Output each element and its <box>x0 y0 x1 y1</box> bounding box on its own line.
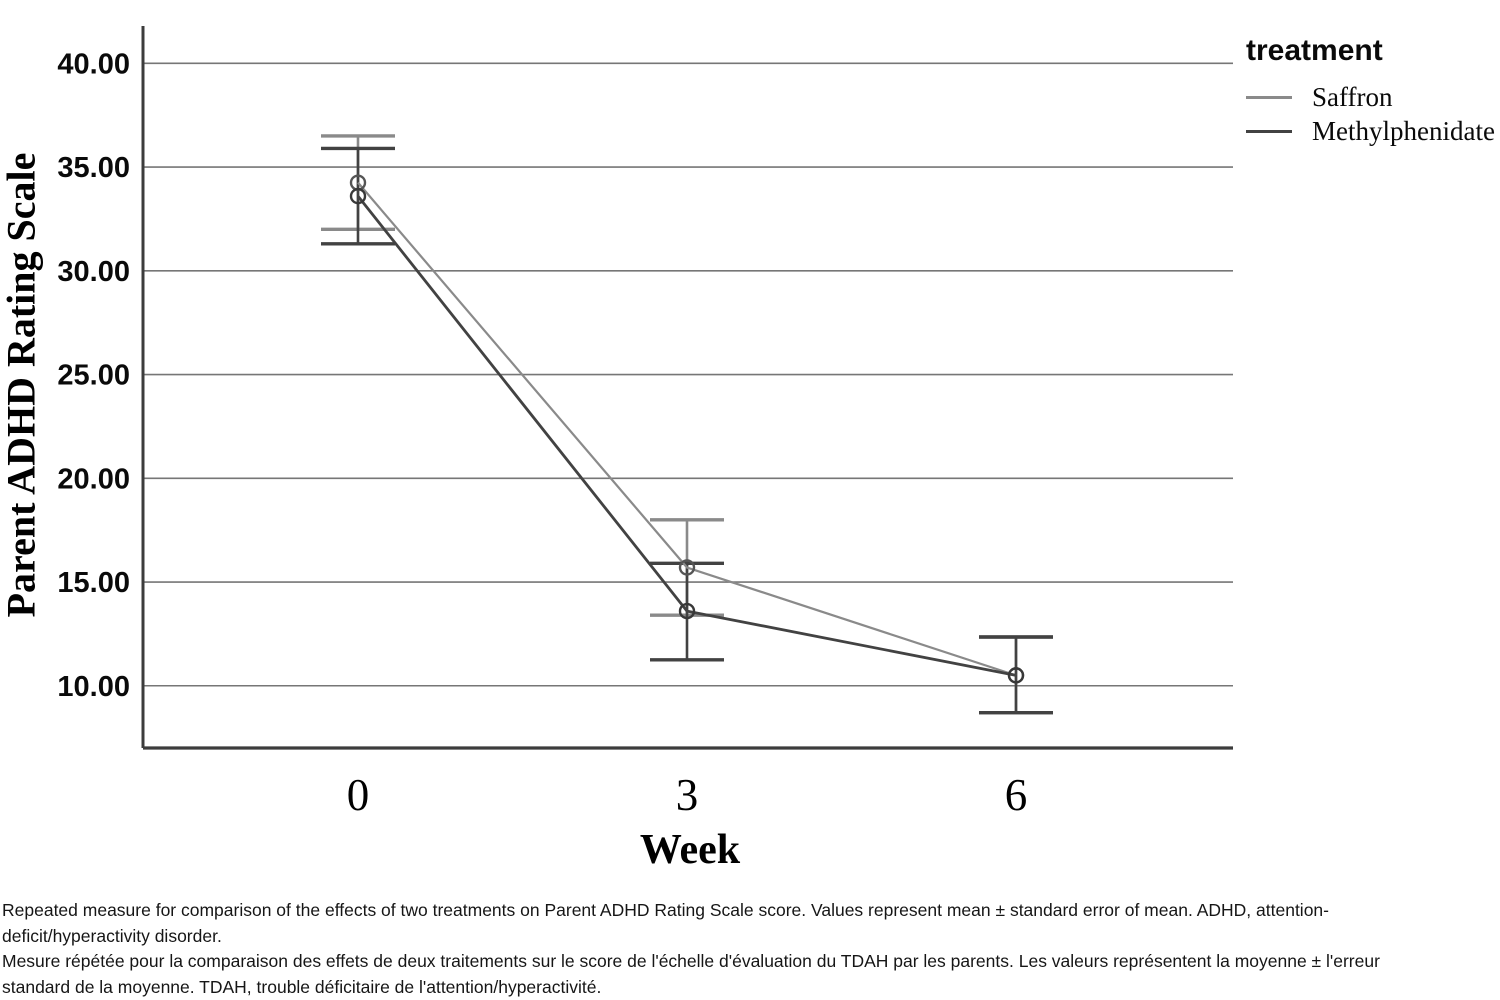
caption-line-fr-2: standard de la moyenne. TDAH, trouble dé… <box>2 977 602 998</box>
x-tick-label: 0 <box>347 770 370 820</box>
caption-line-fr-1: Mesure répétée pour la comparaison des e… <box>2 951 1380 972</box>
y-tick-label: 20.00 <box>57 463 130 495</box>
legend-line-swatch-saffron <box>1246 95 1292 99</box>
legend-label-methylphenidate: Methylphenidate <box>1312 115 1495 146</box>
data-point-marker-methylphenidate <box>349 187 367 205</box>
data-point-marker-methylphenidate <box>678 602 696 620</box>
x-tick-label: 6 <box>1005 770 1028 820</box>
line-chart: 40.00 35.00 30.00 25.00 20.00 15.00 10.00 0 3 6 <box>57 26 1233 820</box>
legend-item-saffron: Saffron <box>1246 80 1500 114</box>
data-point-marker-methylphenidate <box>1007 667 1025 684</box>
legend-item-methylphenidate: Methylphenidate <box>1246 114 1500 148</box>
y-tick-label: 35.00 <box>57 152 130 184</box>
legend-line-swatch-methylphenidate <box>1246 129 1292 133</box>
legend-label-saffron: Saffron <box>1312 81 1393 112</box>
series-line-saffron <box>357 181 1017 677</box>
x-axis-title: Week <box>639 827 741 873</box>
x-tick-label: 3 <box>676 770 699 820</box>
figure-caption: Repeated measure for comparison of the e… <box>2 898 1500 1000</box>
legend: treatment Saffron Methylphenidate <box>1246 34 1500 148</box>
y-tick-label: 40.00 <box>57 48 130 80</box>
y-tick-label: 25.00 <box>57 360 130 392</box>
y-tick-label: 15.00 <box>57 567 130 599</box>
y-axis-title: Parent ADHD Rating Scale <box>0 152 44 618</box>
caption-line-en-1: Repeated measure for comparison of the e… <box>2 900 1329 920</box>
y-tick-label: 10.00 <box>57 671 130 703</box>
data-point-marker-saffron <box>678 559 696 576</box>
caption-line-en-2: deficit/hyperactivity disorder. <box>2 925 222 946</box>
y-tick-label: 30.00 <box>57 256 130 288</box>
series-line-methylphenidate <box>356 195 1017 677</box>
legend-title: treatment <box>1246 34 1383 67</box>
